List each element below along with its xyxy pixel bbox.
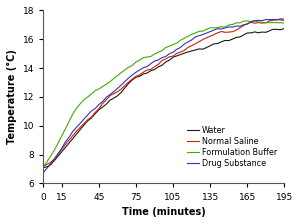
- Formulation Buffer: [145, 56, 149, 58]
- Normal Saline: [283, 18, 286, 20]
- Formulation Buffer: [245, 20, 249, 22]
- Legend: Water, Normal Saline, Formulation Buffer, Drug Substance: Water, Normal Saline, Formulation Buffer…: [183, 122, 280, 171]
- Water: [283, 27, 286, 30]
- Water: [101, 106, 104, 108]
- Water: [231, 38, 234, 41]
- Drug Substance: [116, 87, 119, 90]
- Normal Saline: [145, 69, 149, 71]
- Normal Saline: [60, 148, 64, 151]
- Normal Saline: [101, 102, 104, 105]
- Drug Substance: [264, 18, 268, 21]
- Water: [116, 95, 119, 97]
- Normal Saline: [231, 30, 234, 33]
- Normal Saline: [41, 165, 45, 168]
- Normal Saline: [116, 90, 119, 93]
- Formulation Buffer: [101, 85, 104, 88]
- Water: [41, 166, 45, 169]
- Drug Substance: [145, 65, 149, 68]
- Line: Water: Water: [43, 28, 284, 168]
- Formulation Buffer: [268, 21, 272, 24]
- Drug Substance: [41, 172, 45, 174]
- Line: Drug Substance: Drug Substance: [43, 19, 284, 173]
- Normal Saline: [279, 17, 283, 20]
- Water: [78, 128, 82, 131]
- Water: [145, 72, 149, 74]
- Drug Substance: [283, 19, 286, 22]
- Drug Substance: [272, 18, 275, 21]
- Formulation Buffer: [60, 135, 64, 138]
- Line: Formulation Buffer: Formulation Buffer: [43, 21, 284, 167]
- Normal Saline: [264, 22, 268, 24]
- Formulation Buffer: [41, 165, 45, 168]
- X-axis label: Time (minutes): Time (minutes): [122, 207, 206, 217]
- Formulation Buffer: [231, 23, 234, 26]
- Drug Substance: [101, 100, 104, 103]
- Line: Normal Saline: Normal Saline: [43, 19, 284, 167]
- Formulation Buffer: [116, 74, 119, 77]
- Drug Substance: [60, 147, 64, 150]
- Formulation Buffer: [283, 22, 286, 24]
- Drug Substance: [231, 26, 234, 28]
- Water: [264, 31, 268, 34]
- Y-axis label: Temperature (°C): Temperature (°C): [7, 50, 17, 144]
